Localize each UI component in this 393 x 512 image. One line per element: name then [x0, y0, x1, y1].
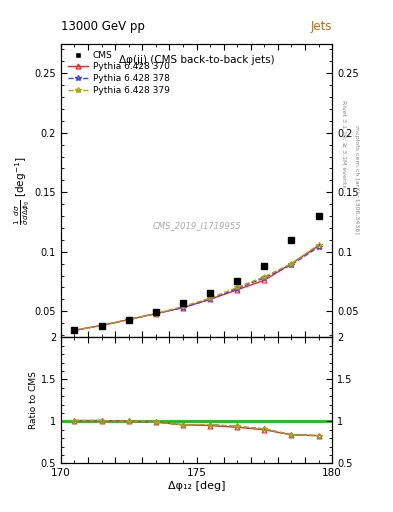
X-axis label: Δφ₁₂ [deg]: Δφ₁₂ [deg] [168, 481, 225, 491]
Text: 13000 GeV pp: 13000 GeV pp [61, 20, 145, 33]
Legend: CMS, Pythia 6.428 370, Pythia 6.428 378, Pythia 6.428 379: CMS, Pythia 6.428 370, Pythia 6.428 378,… [65, 48, 172, 98]
Y-axis label: $\frac{1}{\bar{\sigma}}\frac{d\sigma}{d\Delta\phi_0}$ [deg$^{-1}$]: $\frac{1}{\bar{\sigma}}\frac{d\sigma}{d\… [12, 156, 32, 225]
Y-axis label: Ratio to CMS: Ratio to CMS [29, 371, 38, 430]
Text: Jets: Jets [310, 20, 332, 33]
Text: Rivet 3.1.10; ≥ 3.1M events: Rivet 3.1.10; ≥ 3.1M events [341, 99, 346, 187]
Text: mcplots.cern.ch [arXiv:1306.3436]: mcplots.cern.ch [arXiv:1306.3436] [354, 125, 359, 233]
Text: CMS_2019_I1719955: CMS_2019_I1719955 [152, 221, 241, 230]
Text: Δφ(jj) (CMS back-to-back jets): Δφ(jj) (CMS back-to-back jets) [119, 55, 274, 65]
